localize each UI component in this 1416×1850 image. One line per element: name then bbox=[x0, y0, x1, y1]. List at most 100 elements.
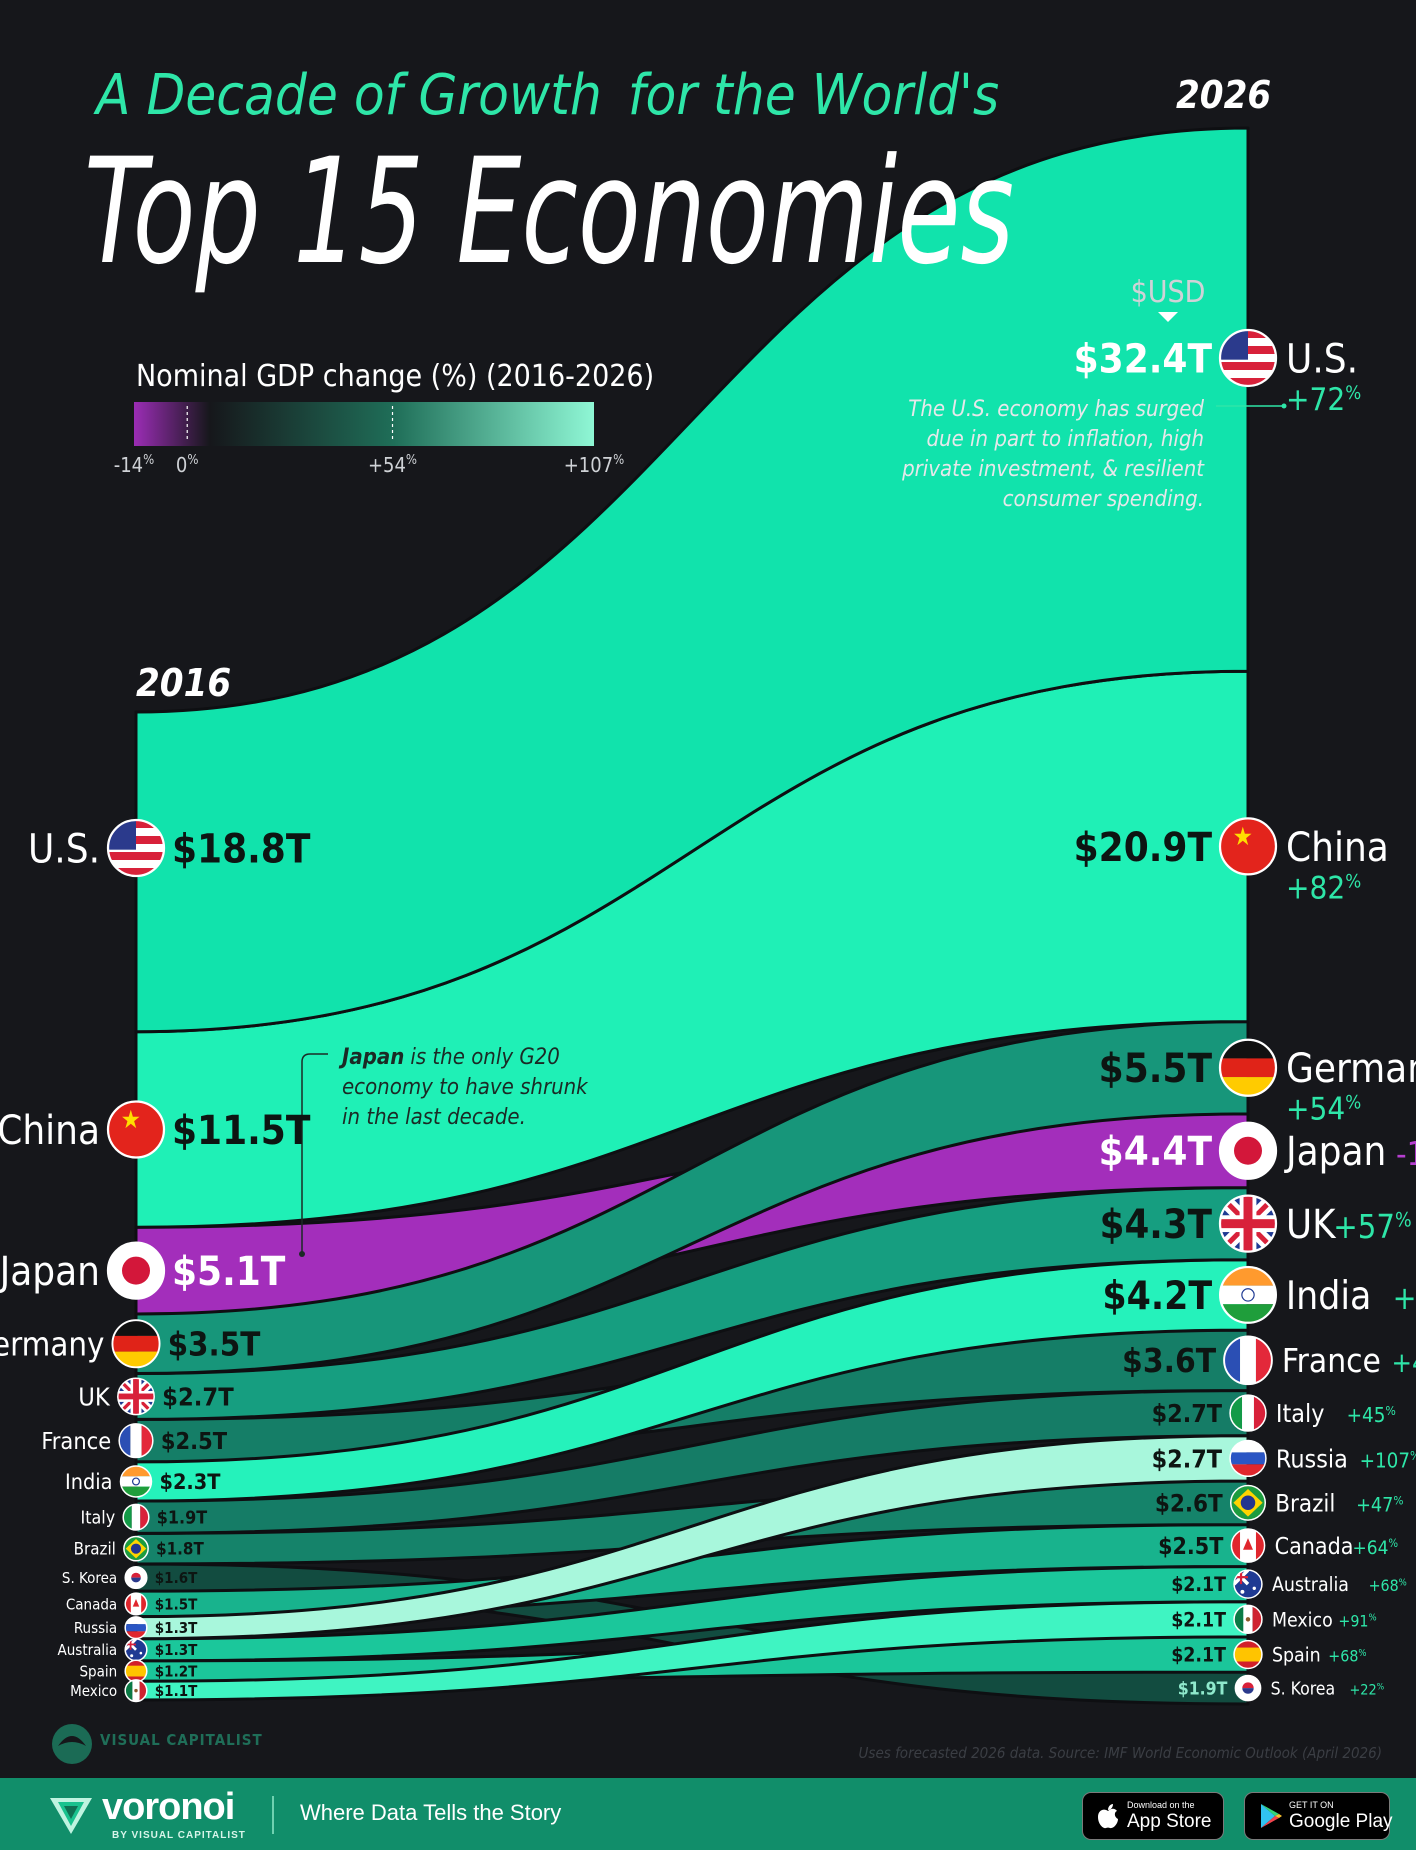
south-korea-flag-icon bbox=[1234, 1674, 1262, 1702]
germany-flag-icon bbox=[111, 1319, 161, 1369]
japan-note-line-2: economy to have shrunk bbox=[342, 1075, 589, 1100]
japan-note-line-1: Japan is the only G20 bbox=[338, 1045, 560, 1070]
country-name-2026: China bbox=[1286, 825, 1389, 871]
change-pct-suffix: % bbox=[1345, 383, 1361, 404]
label-2016-italy: Italy $1.9T bbox=[81, 1503, 207, 1531]
voronoi-logo-text[interactable]: voronoi bbox=[102, 1786, 235, 1828]
year-2016-label: 2016 bbox=[136, 661, 231, 705]
country-name-2026: Mexico bbox=[1272, 1608, 1333, 1631]
gdp-2016-value: $5.1T bbox=[172, 1249, 286, 1295]
change-pct-suffix: % bbox=[1368, 1613, 1376, 1624]
change-pct-value: +107% bbox=[1360, 1448, 1416, 1472]
gdp-2026-value: $32.4T bbox=[1074, 336, 1213, 382]
label-2026-mexico: $2.1T Mexico +91% bbox=[1171, 1604, 1377, 1635]
change-pct-suffix: % bbox=[1377, 1682, 1384, 1692]
italy-flag-icon bbox=[1229, 1394, 1267, 1432]
country-name-2016: Mexico bbox=[70, 1682, 117, 1700]
gdp-2016-value: $2.3T bbox=[159, 1470, 221, 1495]
label-2016-mexico: Mexico $1.1T bbox=[70, 1679, 198, 1703]
year-2026-label: 2026 bbox=[1176, 73, 1271, 117]
page-title: Top 15 Economies bbox=[84, 127, 1014, 297]
currency-pointer-icon bbox=[1158, 312, 1178, 322]
visual-capitalist-logo: VISUAL CAPITALIST bbox=[52, 1724, 262, 1764]
us-flag-icon bbox=[1218, 328, 1278, 388]
us-note-connector-dot bbox=[1281, 403, 1287, 409]
country-name-2026: Brazil bbox=[1275, 1489, 1335, 1517]
country-name-2026: Japan bbox=[1284, 1129, 1386, 1175]
label-2016-china: ★ China $11.5T bbox=[0, 1100, 311, 1159]
us-note-line-3: private investment, & resilient bbox=[901, 457, 1205, 482]
country-name-2016: France bbox=[41, 1427, 111, 1455]
change-pct-suffix: % bbox=[1345, 871, 1361, 892]
france-flag-icon bbox=[118, 1423, 154, 1459]
country-name-2016: Brazil bbox=[74, 1539, 116, 1559]
mexico-flag-icon bbox=[1233, 1604, 1263, 1635]
flow-germany bbox=[134, 1020, 1250, 1375]
change-pct-suffix: % bbox=[1410, 1449, 1416, 1463]
gdp-2016-value: $1.5T bbox=[155, 1595, 198, 1613]
country-name-2016: Russia bbox=[74, 1619, 117, 1637]
gdp-2026-value: $2.1T bbox=[1171, 1573, 1226, 1596]
country-name-2026: Spain bbox=[1272, 1644, 1321, 1667]
country-name-2026: Italy bbox=[1276, 1399, 1325, 1428]
gdp-2016-value: $2.5T bbox=[161, 1427, 228, 1455]
apple-icon bbox=[1098, 1804, 1118, 1829]
change-pct-suffix: % bbox=[1385, 1404, 1395, 1418]
google-play-button[interactable]: GET IT ON Google Play bbox=[1244, 1792, 1393, 1840]
labels-2026: $32.4T U.S.+72% ★ $20.9T China+82% $4.4T Japan… bbox=[1074, 328, 1416, 1702]
country-name-2026: Russia bbox=[1276, 1444, 1348, 1473]
country-name-2026: UK bbox=[1286, 1202, 1337, 1248]
legend-color-bar bbox=[134, 402, 594, 446]
app-store-button[interactable]: Download on the App Store bbox=[1082, 1792, 1224, 1840]
australia-flag-icon bbox=[1233, 1569, 1263, 1599]
label-2026-france: $3.6T France +46% bbox=[1122, 1335, 1416, 1386]
label-2026-india: $4.2T India +83% bbox=[1102, 1265, 1416, 1324]
change-pct-value: +72% bbox=[1286, 382, 1361, 418]
japan-note-connector bbox=[301, 1053, 328, 1254]
japan-note-connector-dot bbox=[299, 1251, 305, 1257]
change-pct-value: -14% bbox=[1396, 1135, 1416, 1173]
us-flag-icon bbox=[106, 818, 166, 878]
change-pct-value: +47% bbox=[1356, 1493, 1403, 1516]
label-2026-australia: $2.1T Australia +68% bbox=[1171, 1569, 1407, 1599]
japan-flag-icon bbox=[1218, 1121, 1278, 1180]
footer-tagline: Where Data Tells the Story bbox=[300, 1800, 562, 1825]
footer-bar: voronoi BY VISUAL CAPITALIST Where Data … bbox=[0, 1778, 1416, 1850]
legend-tick-suffix: % bbox=[143, 453, 154, 468]
legend-tick-suffix: % bbox=[613, 453, 624, 468]
change-pct-value: +45% bbox=[1347, 1403, 1396, 1427]
label-2026-italy: $2.7T Italy +45% bbox=[1152, 1394, 1396, 1432]
title-rest: for the World's bbox=[628, 63, 999, 128]
label-2016-germany: Germany $3.5T bbox=[0, 1319, 260, 1369]
country-name-2026: Australia bbox=[1272, 1573, 1349, 1596]
us-note-line-4: consumer spending. bbox=[1003, 487, 1204, 512]
gdp-2016-value: $1.3T bbox=[155, 1619, 198, 1637]
india-flag-icon bbox=[1218, 1265, 1278, 1324]
country-name-2016: U.S. bbox=[28, 826, 100, 872]
source-footnote: Uses forecasted 2026 data. Source: IMF W… bbox=[859, 1744, 1382, 1762]
label-2026-japan: $4.4T Japan -14% bbox=[1099, 1121, 1416, 1180]
country-name-2016: China bbox=[0, 1108, 100, 1154]
spain-flag-icon bbox=[1233, 1639, 1263, 1670]
brand-mark-icon bbox=[52, 1724, 92, 1764]
voronoi-logo-icon[interactable] bbox=[48, 1794, 94, 1836]
change-pct-suffix: % bbox=[1393, 1494, 1403, 1508]
japan-flag-icon bbox=[106, 1241, 166, 1300]
gdp-2016-value: $1.9T bbox=[157, 1509, 207, 1529]
change-pct-value: +68% bbox=[1369, 1576, 1407, 1595]
gdp-2026-value: $4.4T bbox=[1099, 1129, 1213, 1175]
country-name-2026: France bbox=[1282, 1341, 1381, 1380]
flow-u-s bbox=[134, 126, 1250, 1034]
svg-text:★: ★ bbox=[121, 1105, 141, 1134]
country-name-2016: Germany bbox=[0, 1326, 104, 1364]
gdp-2016-value: $1.3T bbox=[155, 1641, 198, 1659]
country-name-2016: Italy bbox=[81, 1509, 116, 1529]
label-2016-france: France $2.5T bbox=[41, 1423, 228, 1459]
uk-flag-icon bbox=[1218, 1194, 1278, 1253]
voronoi-logo-subtitle: BY VISUAL CAPITALIST bbox=[112, 1830, 246, 1841]
currency-label: $USD bbox=[1131, 275, 1206, 310]
flow-mexico bbox=[134, 1600, 1250, 1702]
south-korea-flag-icon bbox=[124, 1566, 148, 1590]
legend-tick-suffix: % bbox=[187, 453, 198, 468]
change-pct-value: +83% bbox=[1393, 1281, 1416, 1317]
